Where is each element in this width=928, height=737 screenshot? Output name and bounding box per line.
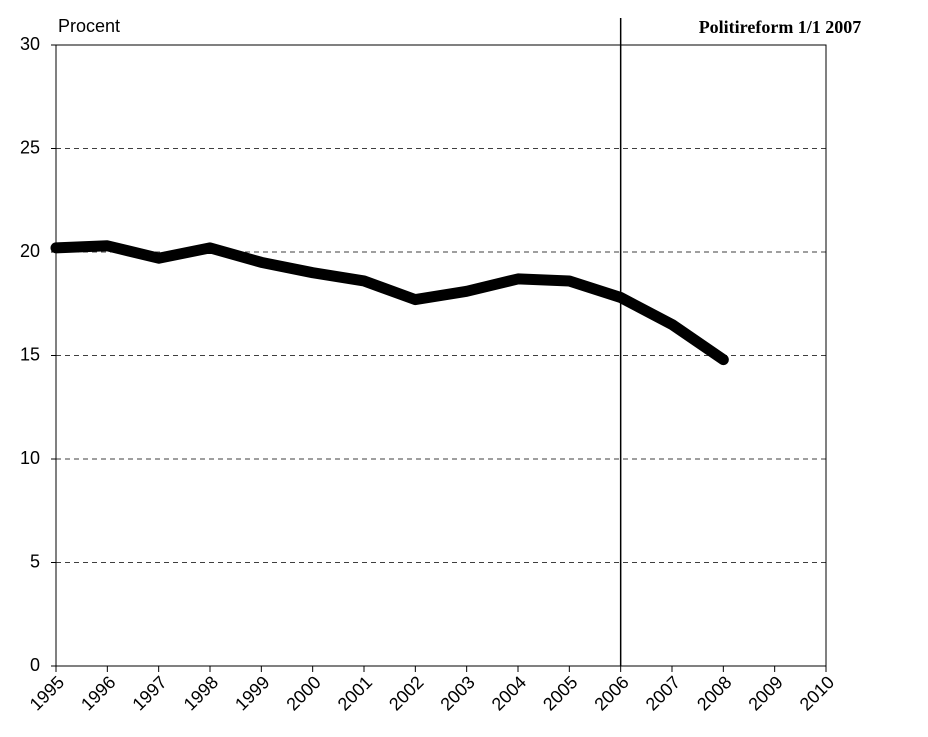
x-tick-label: 1997	[128, 672, 170, 714]
plot-frame	[55, 44, 827, 667]
y-tick-label: 20	[20, 241, 40, 261]
x-tick-label: 1996	[77, 672, 119, 714]
x-tick-label: 2005	[539, 672, 581, 714]
x-tick-label: 2002	[385, 672, 427, 714]
reference-label: Politireform 1/1 2007	[699, 17, 862, 37]
x-tick-label: 1999	[231, 672, 273, 714]
x-tick-label: 2006	[590, 672, 632, 714]
y-tick-label: 30	[20, 34, 40, 54]
x-tick-label: 2003	[436, 672, 478, 714]
x-tick-label: 1995	[26, 672, 68, 714]
x-tick-label: 2010	[796, 672, 838, 714]
data-line	[50, 240, 729, 366]
x-tick-label: 2009	[744, 672, 786, 714]
y-tick-label: 25	[20, 137, 40, 157]
x-tick-label: 2001	[334, 672, 376, 714]
x-tick-label: 2008	[693, 672, 735, 714]
y-tick-label: 10	[20, 448, 40, 468]
y-axis-label: Procent	[58, 16, 120, 36]
x-tick-label: 1998	[180, 672, 222, 714]
y-tick-label: 15	[20, 344, 40, 364]
x-tick-label: 2004	[488, 672, 530, 714]
y-tick-label: 5	[30, 551, 40, 571]
x-tick-label: 2000	[282, 672, 324, 714]
x-tick-label: 2007	[642, 672, 684, 714]
y-tick-label: 0	[30, 655, 40, 675]
